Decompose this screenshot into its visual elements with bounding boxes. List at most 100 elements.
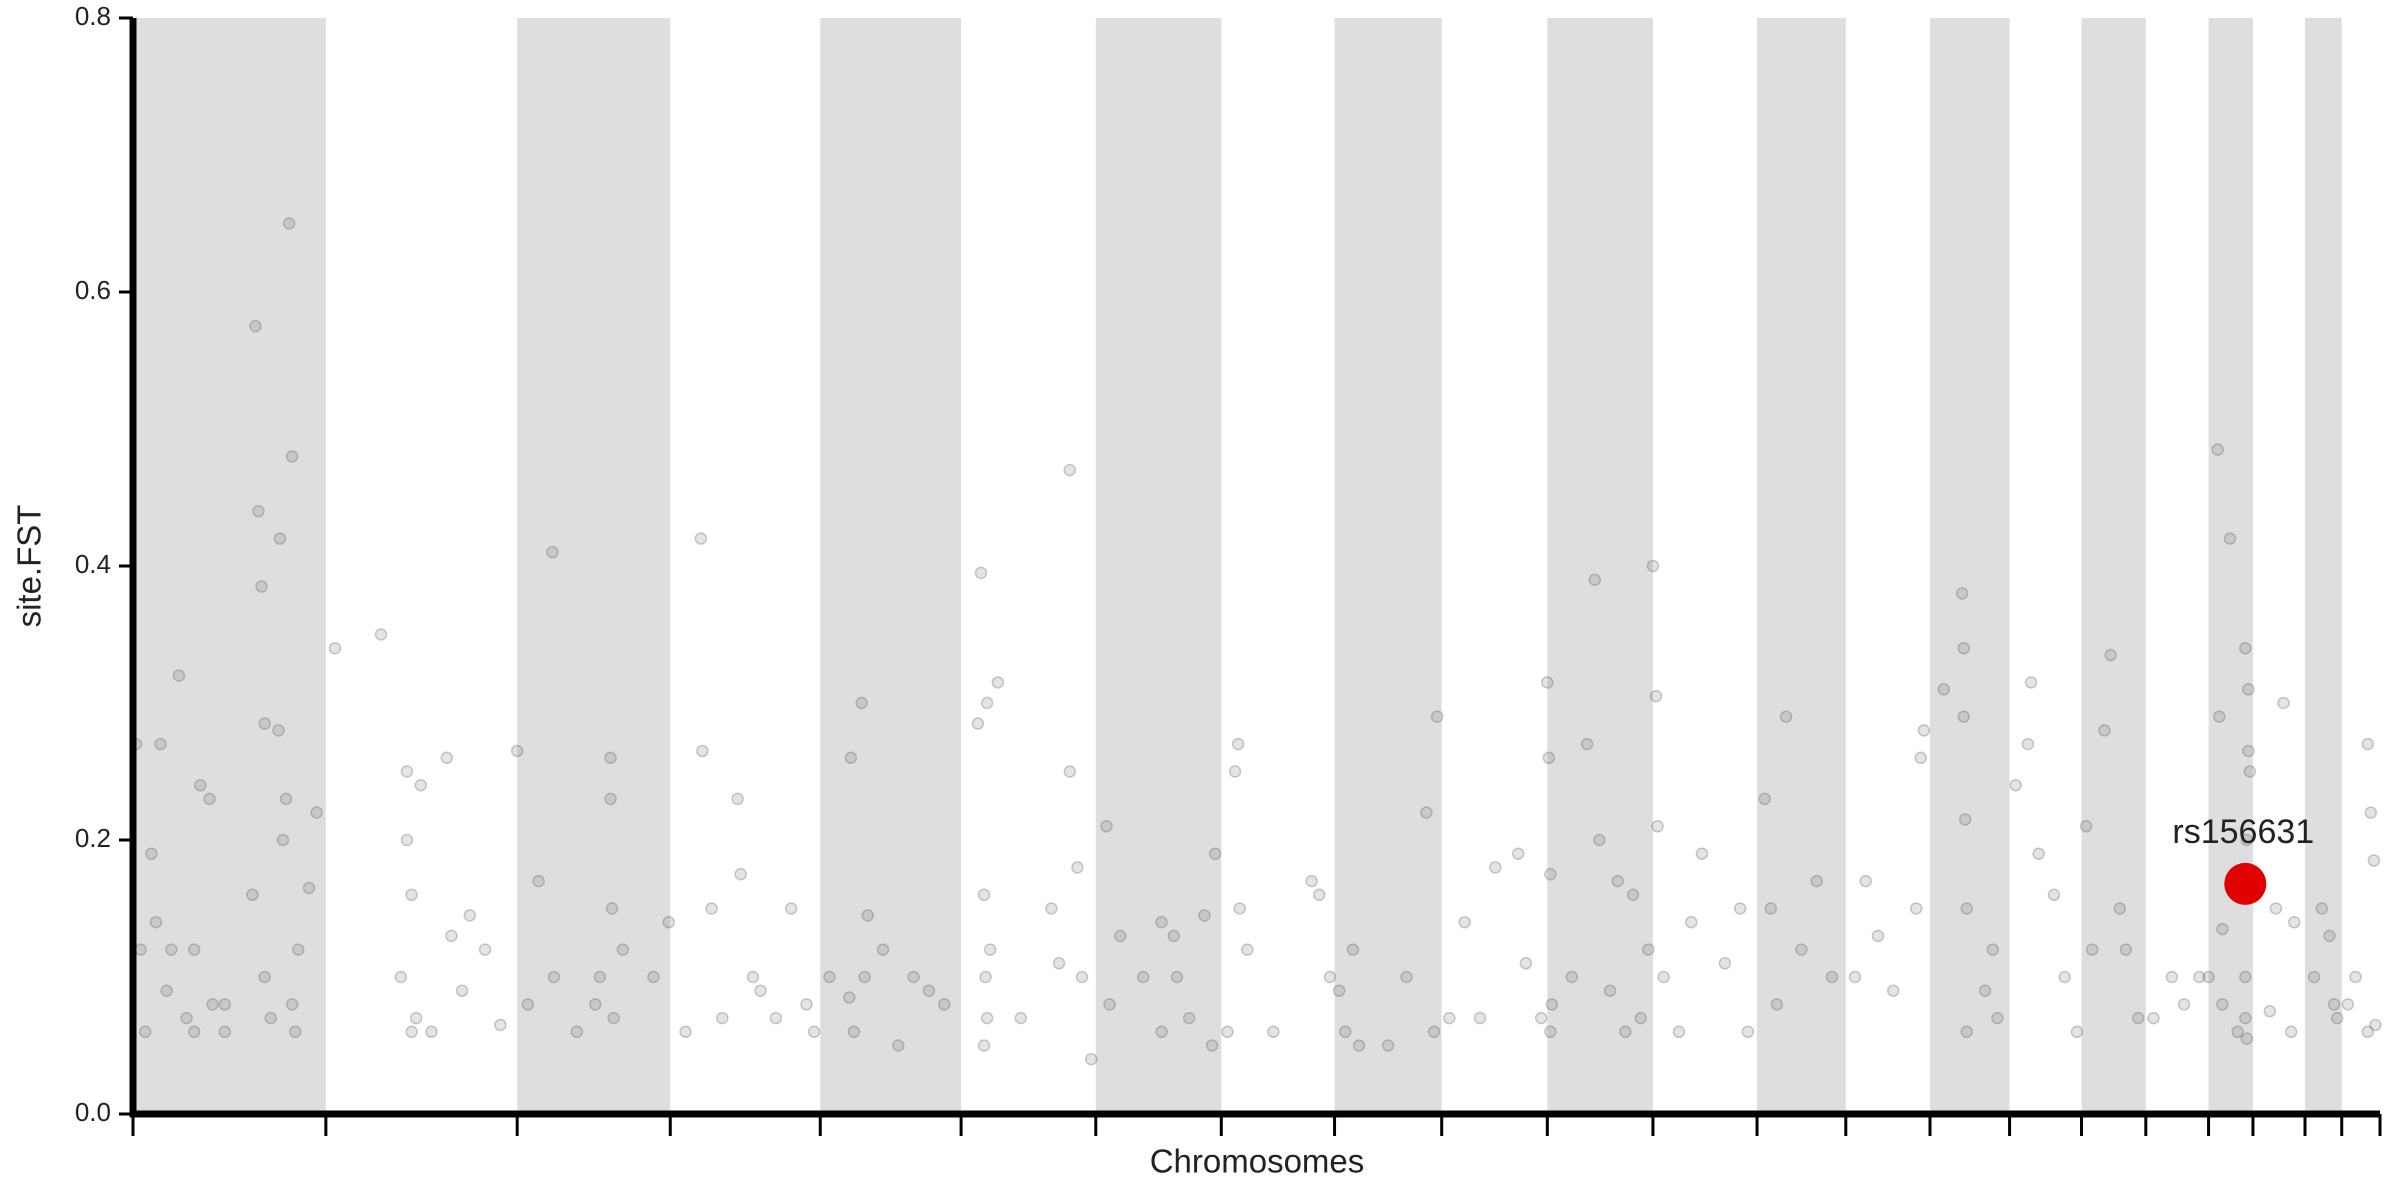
- point: [405, 1025, 418, 1039]
- chromosome-band: [133, 18, 326, 1114]
- point: [1580, 737, 1594, 751]
- point: [593, 970, 607, 984]
- point: [2070, 1025, 2084, 1039]
- chromosome-band: [1757, 18, 1846, 1114]
- chromosome-band: [2081, 18, 2146, 1114]
- point: [1063, 463, 1077, 477]
- point: [1155, 915, 1168, 929]
- point: [405, 888, 418, 902]
- point: [2239, 970, 2252, 984]
- point: [264, 1011, 278, 1025]
- point: [2364, 806, 2378, 819]
- point: [2193, 970, 2206, 984]
- point: [807, 1025, 821, 1039]
- point: [861, 909, 874, 922]
- point: [1695, 847, 1709, 860]
- point: [1619, 1025, 1632, 1039]
- y-tick-label: 0.0: [75, 1097, 111, 1127]
- point: [1859, 874, 1872, 888]
- point: [1764, 902, 1778, 915]
- point: [1646, 559, 1660, 573]
- point: [2361, 737, 2375, 751]
- point: [2277, 696, 2290, 710]
- chromosome-band: [517, 18, 671, 1114]
- point: [1352, 1039, 1366, 1052]
- point: [258, 717, 271, 730]
- point: [1052, 957, 1066, 970]
- point: [1100, 820, 1113, 833]
- point: [1136, 970, 1150, 984]
- point: [2021, 737, 2035, 751]
- point: [2240, 1032, 2254, 1045]
- point: [1205, 1039, 1219, 1052]
- point: [1741, 1025, 1755, 1039]
- point: [1634, 1011, 1647, 1025]
- point: [1603, 984, 1617, 997]
- point: [977, 1039, 991, 1052]
- point: [414, 778, 428, 792]
- point: [1381, 1039, 1395, 1052]
- point: [983, 943, 997, 956]
- point: [1955, 587, 1969, 600]
- chromosome-band: [2208, 18, 2253, 1114]
- point: [892, 1039, 905, 1052]
- point: [2165, 970, 2179, 984]
- point: [1937, 683, 1951, 696]
- point: [2098, 724, 2111, 737]
- point: [1489, 861, 1502, 874]
- point: [255, 580, 268, 593]
- point: [1545, 998, 1559, 1011]
- point: [1542, 751, 1556, 765]
- point: [206, 998, 219, 1011]
- point: [1593, 833, 1606, 847]
- point: [1795, 943, 1808, 956]
- point: [1170, 970, 1184, 984]
- point: [1014, 1011, 1028, 1025]
- point: [2307, 970, 2321, 984]
- point: [974, 566, 988, 580]
- point: [907, 970, 920, 984]
- point: [463, 909, 476, 922]
- y-tick-label: 0.6: [75, 275, 111, 305]
- point: [1182, 1011, 1196, 1025]
- point: [272, 724, 285, 737]
- point: [282, 217, 296, 230]
- point: [1534, 1011, 1548, 1025]
- point: [607, 1011, 620, 1025]
- point: [2269, 902, 2283, 915]
- point: [1649, 689, 1663, 703]
- point: [400, 833, 414, 847]
- point: [2367, 854, 2381, 867]
- point: [203, 792, 216, 806]
- point: [784, 902, 798, 915]
- point: [604, 751, 617, 765]
- point: [1346, 943, 1360, 956]
- y-tick-label: 0.4: [75, 549, 111, 579]
- point: [1978, 984, 1992, 997]
- point: [1544, 868, 1557, 881]
- chromosome-band: [2304, 18, 2342, 1114]
- point: [716, 1011, 729, 1025]
- point: [570, 1025, 584, 1039]
- point: [194, 778, 207, 792]
- point: [1960, 1025, 1973, 1039]
- point: [138, 1025, 152, 1039]
- point: [302, 881, 316, 895]
- point: [2211, 443, 2225, 456]
- point: [328, 641, 342, 655]
- point: [1986, 943, 1999, 956]
- point: [276, 833, 290, 847]
- point: [1221, 1025, 1234, 1039]
- point: [1155, 1025, 1168, 1039]
- point: [2330, 1011, 2344, 1025]
- y-tick-label: 0.8: [75, 1, 111, 31]
- point: [1672, 1025, 1686, 1039]
- point: [1770, 998, 1784, 1011]
- point: [510, 744, 524, 758]
- point: [547, 970, 561, 984]
- point: [1103, 998, 1116, 1011]
- point: [2177, 998, 2191, 1011]
- point: [2284, 1025, 2298, 1039]
- point: [2323, 929, 2336, 943]
